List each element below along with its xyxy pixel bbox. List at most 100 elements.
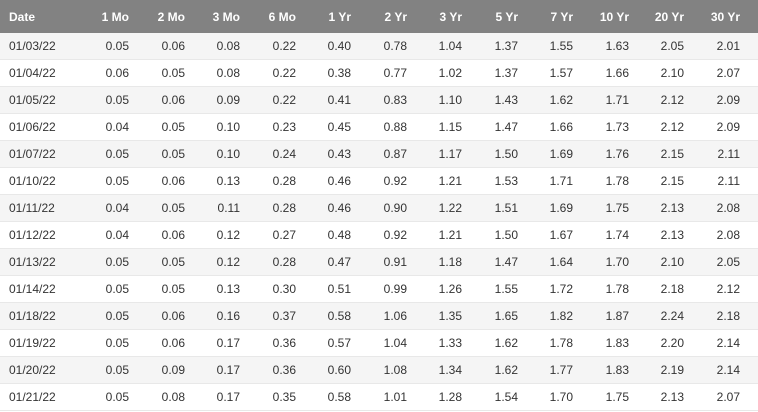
rate-cell: 1.04 (407, 33, 462, 60)
rate-cell: 0.05 (75, 86, 129, 114)
date-cell: 01/03/22 (0, 33, 75, 60)
rate-cell: 0.06 (129, 302, 185, 330)
rate-cell: 2.19 (629, 356, 684, 384)
date-cell: 01/13/22 (0, 248, 75, 276)
rate-cell: 0.06 (129, 86, 185, 114)
rate-cell: 2.20 (629, 329, 684, 357)
rate-cell: 2.24 (629, 302, 684, 330)
table-row: 01/18/22 0.05 0.06 0.16 0.37 0.58 1.06 1.35 1.65… (0, 302, 758, 330)
rate-cell: 0.05 (75, 275, 129, 303)
rate-cell: 0.36 (240, 356, 296, 384)
rate-cell: 0.22 (240, 86, 296, 114)
rate-cell: 2.13 (629, 221, 684, 249)
rate-cell: 0.57 (296, 329, 351, 357)
rate-cell: 1.17 (407, 140, 462, 168)
rate-cell: 0.87 (351, 140, 407, 168)
rate-cell: 0.06 (75, 59, 129, 87)
rate-cell: 0.04 (75, 194, 129, 222)
rate-cell: 0.05 (75, 329, 129, 357)
table-row: 01/14/22 0.05 0.05 0.13 0.30 0.51 0.99 1.26 1.55… (0, 275, 758, 303)
rate-cell: 1.71 (518, 167, 573, 195)
rate-cell: 0.08 (129, 383, 185, 411)
rate-cell: 1.67 (518, 221, 573, 249)
rate-cell: 0.13 (185, 275, 240, 303)
rate-cell: 1.43 (462, 86, 518, 114)
rate-cell: 1.62 (518, 86, 573, 114)
rate-cell: 0.83 (351, 86, 407, 114)
rate-cell: 0.99 (351, 275, 407, 303)
rate-cell: 1.76 (573, 140, 629, 168)
rate-cell: 1.77 (518, 356, 573, 384)
rate-cell: 1.02 (407, 59, 462, 87)
rate-cell: 0.47 (296, 248, 351, 276)
rate-cell: 0.92 (351, 167, 407, 195)
rate-cell: 2.14 (684, 329, 758, 357)
rate-cell: 2.11 (684, 167, 758, 195)
rate-cell: 1.51 (462, 194, 518, 222)
rate-cell: 0.05 (129, 113, 185, 141)
rate-cell: 0.12 (185, 221, 240, 249)
rate-cell: 0.35 (240, 383, 296, 411)
rate-cell: 1.66 (573, 59, 629, 87)
rate-cell: 1.26 (407, 275, 462, 303)
rate-cell: 0.78 (351, 33, 407, 60)
table-row: 01/19/22 0.05 0.06 0.17 0.36 0.57 1.04 1.33 1.62… (0, 329, 758, 357)
rate-cell: 1.01 (351, 383, 407, 411)
column-header-date: Date (0, 0, 75, 33)
date-cell: 01/14/22 (0, 275, 75, 303)
rate-cell: 0.38 (296, 59, 351, 87)
rate-cell: 0.05 (129, 248, 185, 276)
rate-cell: 0.05 (75, 248, 129, 276)
rate-cell: 1.08 (351, 356, 407, 384)
rate-cell: 1.37 (462, 59, 518, 87)
rate-cell: 1.35 (407, 302, 462, 330)
rate-cell: 0.48 (296, 221, 351, 249)
date-cell: 01/12/22 (0, 221, 75, 249)
header-row: Date 1 Mo 2 Mo 3 Mo 6 Mo 1 Yr 2 Yr 3 Yr 5 Yr 7 Yr… (0, 0, 758, 33)
rate-cell: 1.83 (573, 329, 629, 357)
table-row: 01/20/22 0.05 0.09 0.17 0.36 0.60 1.08 1.34 1.62… (0, 356, 758, 384)
rate-cell: 0.08 (185, 59, 240, 87)
rate-cell: 2.01 (684, 33, 758, 60)
rate-cell: 0.23 (240, 113, 296, 141)
rate-cell: 0.06 (129, 329, 185, 357)
rate-cell: 1.63 (573, 33, 629, 60)
rate-cell: 2.08 (684, 221, 758, 249)
rate-cell: 1.37 (462, 33, 518, 60)
date-cell: 01/06/22 (0, 113, 75, 141)
rate-cell: 2.05 (684, 248, 758, 276)
rate-cell: 0.09 (129, 356, 185, 384)
column-header-3-yr: 3 Yr (407, 0, 462, 33)
rate-cell: 1.78 (573, 275, 629, 303)
rate-cell: 0.09 (185, 86, 240, 114)
table-row: 01/03/22 0.05 0.06 0.08 0.22 0.40 0.78 1.04 1.37… (0, 33, 758, 60)
rate-cell: 1.55 (518, 33, 573, 60)
rate-cell: 0.41 (296, 86, 351, 114)
rate-cell: 1.10 (407, 86, 462, 114)
rate-cell: 1.34 (407, 356, 462, 384)
rate-cell: 2.18 (629, 275, 684, 303)
rate-cell: 1.69 (518, 194, 573, 222)
rate-cell: 0.45 (296, 113, 351, 141)
table-row: 01/13/22 0.05 0.05 0.12 0.28 0.47 0.91 1.18 1.47… (0, 248, 758, 276)
rate-cell: 0.05 (75, 383, 129, 411)
table-row: 01/04/22 0.06 0.05 0.08 0.22 0.38 0.77 1.02 1.37… (0, 59, 758, 87)
rate-cell: 0.17 (185, 356, 240, 384)
rate-cell: 0.46 (296, 194, 351, 222)
rate-cell: 0.37 (240, 302, 296, 330)
rate-cell: 2.13 (629, 383, 684, 411)
rate-cell: 0.05 (75, 167, 129, 195)
rate-cell: 1.21 (407, 221, 462, 249)
rate-cell: 1.62 (462, 329, 518, 357)
rate-cell: 1.55 (462, 275, 518, 303)
date-cell: 01/04/22 (0, 59, 75, 87)
rate-cell: 2.11 (684, 140, 758, 168)
rate-cell: 1.47 (462, 248, 518, 276)
rate-cell: 0.27 (240, 221, 296, 249)
column-header-3-mo: 3 Mo (185, 0, 240, 33)
rate-cell: 2.10 (629, 59, 684, 87)
rate-cell: 1.28 (407, 383, 462, 411)
rate-cell: 1.65 (462, 302, 518, 330)
table-row: 01/11/22 0.04 0.05 0.11 0.28 0.46 0.90 1.22 1.51… (0, 194, 758, 222)
rate-cell: 0.22 (240, 59, 296, 87)
